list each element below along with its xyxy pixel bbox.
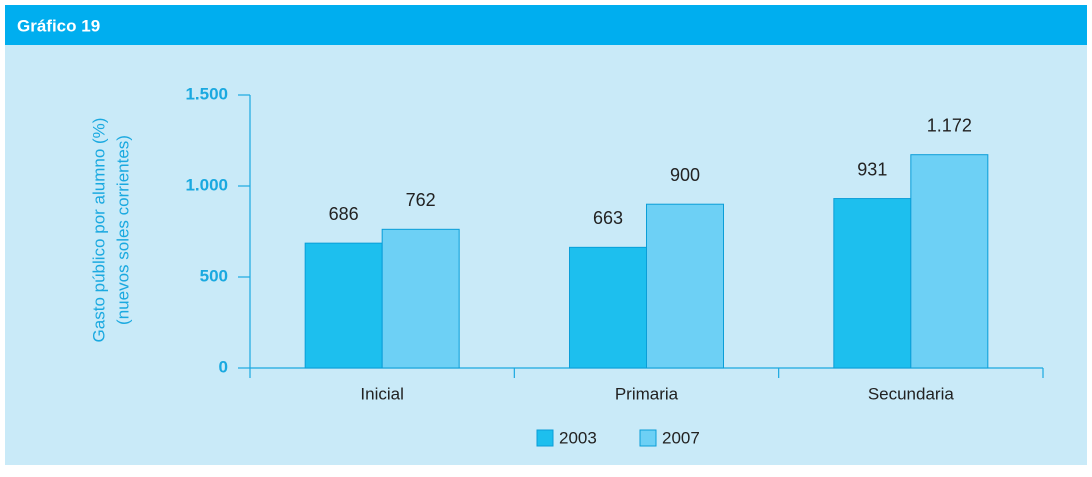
legend-label: 2007 [662, 428, 700, 447]
x-tick-label: Secundaria [868, 384, 955, 403]
value-label: 686 [329, 204, 359, 224]
y-tick-label: 0 [219, 357, 228, 376]
value-label: 900 [670, 165, 700, 185]
bar [381, 228, 460, 369]
header-bar [5, 5, 1087, 45]
value-label: 762 [406, 190, 436, 210]
legend-swatch [536, 429, 554, 447]
y-axis-label-line: (nuevos soles corrientes) [113, 135, 132, 325]
bar [304, 242, 383, 369]
legend-label: 2003 [559, 428, 597, 447]
value-label: 1.172 [927, 115, 972, 135]
y-tick-label: 1.000 [185, 175, 228, 194]
y-axis-label-line: Gasto público por alumno (%) [89, 118, 108, 343]
x-tick-label: Primaria [615, 384, 679, 403]
y-tick-label: 500 [200, 266, 228, 285]
legend-swatch [639, 429, 657, 447]
y-tick-label: 1.500 [185, 84, 228, 103]
bar [646, 203, 724, 369]
bar [569, 246, 647, 369]
y-axis-label: Gasto público por alumno (%) (nuevos sol… [89, 118, 132, 343]
x-tick-label: Inicial [360, 384, 403, 403]
chart-title: Gráfico 19 [17, 16, 100, 35]
bar [910, 154, 989, 369]
value-label: 663 [593, 208, 623, 228]
bar [833, 198, 912, 369]
value-label: 931 [857, 159, 887, 179]
